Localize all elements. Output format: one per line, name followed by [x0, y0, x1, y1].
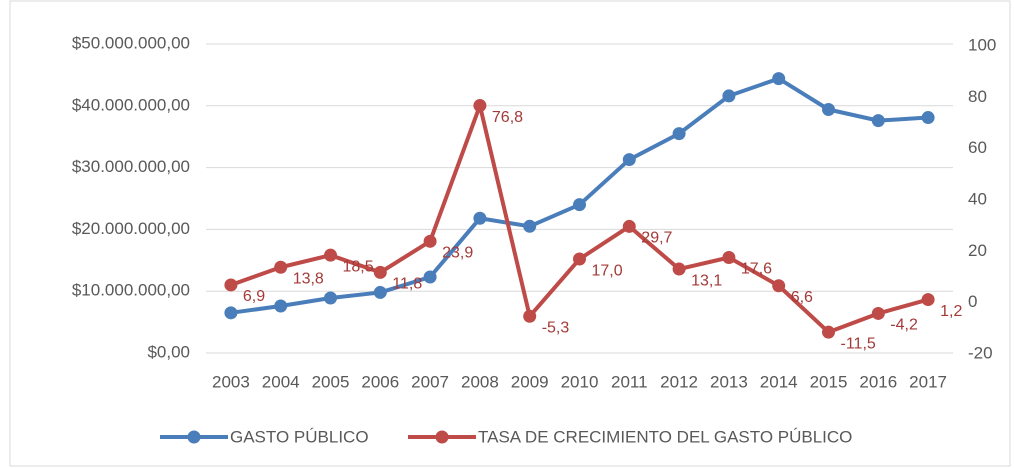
x-tick-label: 2014 [760, 372, 798, 391]
data-label: 13,1 [691, 272, 722, 289]
legend-label: GASTO PÚBLICO [230, 427, 369, 446]
point [324, 291, 337, 305]
point [622, 153, 636, 167]
point [274, 299, 288, 313]
data-label: 13,8 [293, 270, 324, 287]
x-tick-label: 2009 [511, 372, 549, 391]
x-tick-label: 2006 [361, 372, 399, 391]
point [523, 309, 537, 323]
data-label: -4,2 [890, 317, 918, 334]
point [672, 262, 686, 276]
x-tick-label: 2010 [561, 372, 599, 391]
data-label: 11,8 [392, 276, 422, 293]
y2-tick-label: 100 [968, 35, 996, 54]
point [373, 285, 387, 299]
x-tick-label: 2005 [312, 372, 350, 391]
point [772, 279, 786, 293]
point [473, 211, 487, 225]
x-tick-label: 2003 [212, 372, 250, 391]
y-tick-label: $40.000.000,00 [72, 95, 190, 114]
x-tick-label: 2015 [810, 372, 848, 391]
point [573, 198, 586, 212]
point [324, 248, 337, 262]
y-tick-label: $0,00 [147, 342, 190, 361]
y2-tick-label: 40 [968, 189, 987, 208]
data-label: -11,5 [841, 335, 876, 352]
point [921, 111, 935, 125]
point [672, 127, 686, 141]
point [622, 219, 636, 233]
point [822, 325, 835, 339]
legend-marker [187, 430, 201, 444]
point [871, 114, 885, 128]
point [423, 270, 437, 284]
point [274, 260, 288, 274]
point [921, 293, 935, 307]
legend-marker [435, 430, 449, 444]
x-tick-label: 2013 [710, 372, 748, 391]
data-label: 76,8 [492, 109, 523, 126]
point [722, 89, 736, 103]
point [722, 250, 736, 264]
x-tick-label: 2004 [262, 372, 300, 391]
data-label: 23,9 [442, 245, 473, 262]
point [573, 252, 586, 266]
point [822, 103, 835, 117]
y-tick-label: $50.000.000,00 [72, 33, 190, 52]
data-label: -5,3 [542, 319, 570, 336]
legend-label: TASA DE CRECIMIENTO DEL GASTO PÚBLICO [478, 427, 852, 446]
data-label: 29,7 [641, 230, 672, 247]
point [224, 278, 238, 292]
data-label: 6,9 [243, 288, 265, 305]
data-label: 1,2 [940, 303, 962, 320]
point [871, 306, 885, 320]
x-tick-label: 2008 [461, 372, 499, 391]
y2-tick-label: 20 [968, 241, 987, 260]
point [473, 99, 487, 113]
y2-tick-label: 0 [968, 292, 977, 311]
x-tick-label: 2016 [859, 372, 897, 391]
data-label: 17,6 [741, 261, 772, 278]
x-tick-label: 2007 [411, 372, 449, 391]
point [224, 306, 238, 320]
y2-tick-label: 60 [968, 138, 987, 157]
point [423, 234, 437, 248]
data-label: 6,6 [791, 289, 813, 306]
y-tick-label: $10.000.000,00 [72, 281, 190, 300]
data-label: 17,0 [592, 262, 623, 279]
y2-tick-label: 80 [968, 87, 987, 106]
x-tick-label: 2012 [660, 372, 698, 391]
point [523, 219, 537, 233]
data-label: 18,5 [343, 258, 374, 275]
y-tick-label: $30.000.000,00 [72, 157, 190, 176]
x-tick-label: 2011 [611, 372, 648, 391]
point [373, 265, 387, 279]
y-tick-label: $20.000.000,00 [72, 219, 190, 238]
x-tick-label: 2017 [909, 372, 947, 391]
point [772, 72, 786, 86]
y2-tick-label: -20 [968, 343, 993, 362]
